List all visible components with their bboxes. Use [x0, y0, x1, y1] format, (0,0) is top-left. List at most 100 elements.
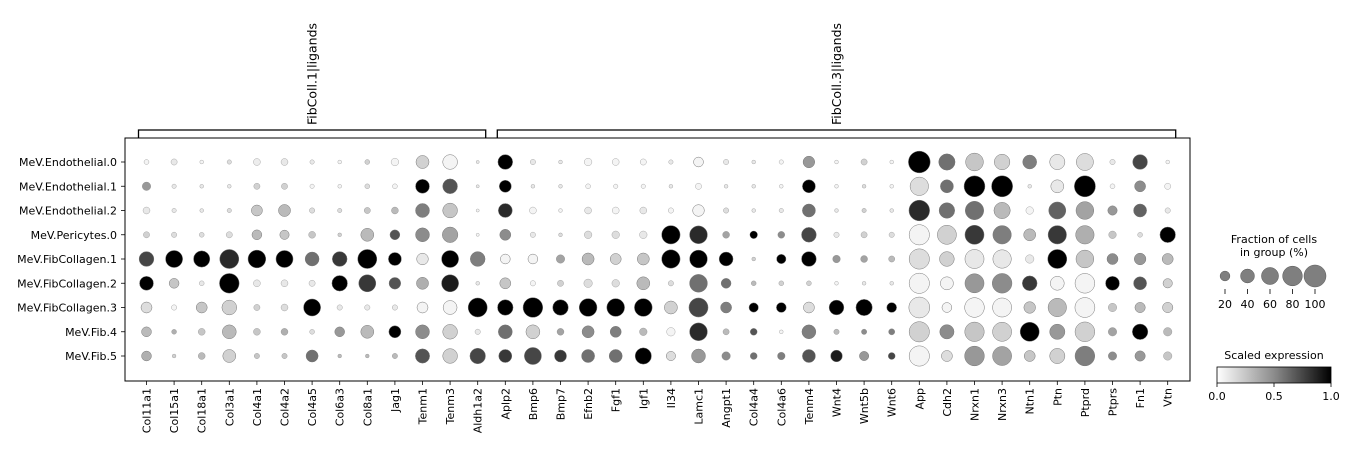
dot [1162, 278, 1173, 289]
dot [497, 154, 513, 170]
dot [888, 328, 895, 336]
dot [688, 297, 709, 318]
dot [337, 184, 342, 189]
dot [529, 206, 537, 215]
dot [530, 184, 535, 189]
dot [581, 325, 595, 339]
dot [693, 156, 704, 168]
row-label: MeV.Fib.5 [65, 350, 117, 363]
column-label: Tenm3 [444, 388, 457, 425]
dot [140, 301, 153, 314]
dot [253, 304, 261, 311]
dot [253, 183, 261, 190]
dot [964, 225, 985, 245]
dot [171, 304, 177, 311]
dot [308, 280, 316, 287]
dot [308, 231, 316, 239]
dot [1074, 345, 1095, 367]
dot [1074, 297, 1096, 318]
dot [634, 347, 652, 365]
dot [908, 248, 930, 270]
column-label: Lamc1 [693, 388, 706, 425]
dot [388, 325, 402, 339]
dot [1022, 154, 1037, 170]
dot [637, 252, 650, 266]
dot [309, 159, 315, 165]
dot [861, 328, 867, 335]
dot [965, 152, 984, 172]
dot [1048, 201, 1067, 220]
dot [171, 231, 177, 238]
dot [165, 250, 183, 268]
column-label: Il34 [665, 388, 678, 408]
dot [661, 249, 681, 269]
dot [691, 348, 706, 364]
dot [280, 303, 289, 312]
dot [1163, 327, 1173, 337]
dot [908, 199, 930, 222]
dot [304, 251, 320, 267]
dot [416, 301, 429, 314]
dot [778, 280, 784, 286]
dot [888, 255, 895, 263]
dot [668, 207, 674, 214]
dot [442, 202, 458, 219]
column-label: Aldh1a2 [472, 388, 485, 433]
column-label: Vtn [1162, 388, 1175, 407]
dot [1074, 175, 1096, 198]
dot [724, 184, 729, 189]
dot [964, 249, 985, 269]
dot [1133, 203, 1147, 218]
dot [278, 204, 291, 217]
dot [171, 183, 177, 189]
dot [199, 208, 204, 213]
dot [908, 345, 930, 367]
dot [940, 179, 954, 194]
dot [199, 232, 205, 238]
dot [992, 225, 1012, 245]
dot [530, 280, 536, 287]
dot [776, 302, 787, 313]
size-legend-dot [1303, 264, 1327, 288]
color-legend: Scaled expression 0.0 0.5 1.0 [1208, 349, 1340, 403]
row-labels: MeV.Endothelial.0 MeV.Endothelial.1 MeV.En… [17, 156, 125, 363]
dot [1108, 230, 1117, 239]
column-label: Col4a4 [748, 388, 761, 426]
group-bracket [496, 129, 1177, 138]
dot [833, 328, 840, 335]
dot [442, 300, 458, 315]
dot [963, 175, 986, 197]
dot [415, 155, 430, 169]
dot [1047, 225, 1067, 245]
dot [722, 231, 730, 239]
dot [802, 155, 815, 169]
dot [524, 347, 542, 365]
dot [828, 299, 845, 316]
dot [337, 232, 342, 237]
dot [801, 251, 817, 267]
dot [227, 184, 232, 189]
dot [138, 251, 155, 267]
row-label: MeV.Endothelial.2 [19, 205, 117, 218]
dot [908, 272, 930, 294]
dot [360, 325, 375, 339]
dot [388, 252, 402, 266]
dot [469, 347, 486, 365]
row-label: MeV.Pericytes.0 [31, 229, 117, 242]
dot [558, 208, 563, 213]
dot [1134, 302, 1146, 313]
column-label: Bmp7 [555, 388, 568, 420]
dot [778, 208, 784, 213]
dot [668, 280, 674, 287]
column-label: Col4a1 [251, 388, 264, 426]
size-legend: Fraction of cells in group (%) 20 40 60 80 100 [1218, 233, 1327, 311]
dot [581, 349, 595, 363]
dot [364, 207, 371, 214]
dot [172, 353, 177, 359]
dot [1049, 323, 1066, 340]
dot [556, 254, 565, 264]
dot [281, 183, 288, 190]
colorbar [1216, 366, 1332, 384]
dot [751, 208, 756, 213]
